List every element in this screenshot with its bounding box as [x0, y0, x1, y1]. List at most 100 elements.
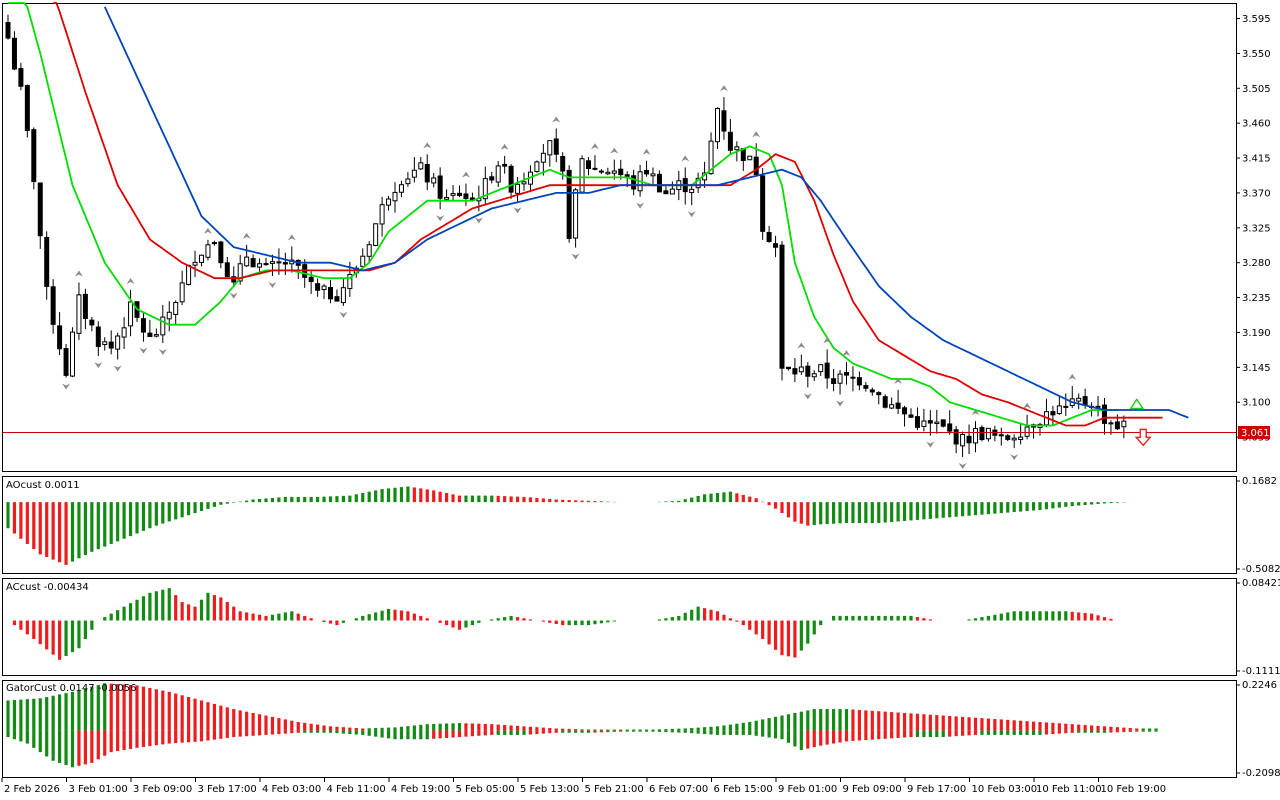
candle-body-down	[727, 131, 733, 151]
candle-body-up	[373, 223, 379, 246]
current-price-tag: 3.061	[1238, 425, 1270, 439]
candle-body-up	[605, 171, 611, 175]
candle-body-down	[437, 175, 443, 199]
candle-body-down	[18, 68, 24, 87]
candle-body-up	[1121, 420, 1127, 428]
candle-body-down	[850, 376, 856, 379]
candle-body-up	[347, 273, 353, 290]
fractal-down-icon	[474, 217, 483, 224]
candle-body-down	[876, 392, 882, 396]
candle-body-up	[611, 170, 617, 174]
candle-body-down	[250, 258, 256, 268]
candle-body-down	[82, 293, 88, 319]
candle-body-down	[24, 85, 30, 131]
candle-body-up	[386, 198, 392, 206]
fractal-down-icon	[436, 215, 445, 222]
candle-body-down	[424, 163, 430, 183]
candle-body-up	[115, 335, 121, 350]
candle-body-up	[798, 366, 804, 373]
candle-body-down	[947, 423, 953, 432]
buy-arrow-icon	[1129, 398, 1145, 410]
fractal-up-icon	[681, 155, 690, 162]
candle-body-up	[76, 294, 82, 334]
candle-body-down	[966, 435, 972, 444]
candle-body-down	[508, 165, 514, 193]
ac-tick-bottom: -0.11113	[1242, 666, 1280, 677]
time-tick-label: 9 Feb 17:00	[907, 784, 966, 795]
candle-body-down	[856, 377, 862, 386]
candle-body-down	[44, 237, 50, 287]
candle-body-up	[818, 364, 824, 373]
candle-body-up	[153, 334, 159, 337]
panel-frame-main	[2, 3, 1237, 472]
candle-body-down	[502, 163, 508, 167]
time-tick-label: 10 Feb 19:00	[1101, 784, 1167, 795]
candle-body-down	[831, 378, 837, 384]
candle-body-up	[1024, 426, 1030, 437]
fractal-down-icon	[571, 253, 580, 260]
price-axis[interactable]: 3.595 3.550 3.505 3.460 3.415 3.370 3.325 3.280…	[1236, 14, 1271, 774]
candle-body-down	[463, 193, 469, 200]
candle-body-down	[882, 396, 888, 408]
time-tick-label: 4 Feb 11:00	[327, 784, 386, 795]
candle-body-up	[734, 146, 740, 151]
candle-body-up	[695, 177, 701, 189]
candle-body-up	[534, 161, 540, 173]
time-tick-label: 5 Feb 05:00	[456, 784, 515, 795]
candle-body-up	[811, 373, 817, 378]
gator-histogram	[6, 683, 1158, 768]
candle-body-up	[708, 140, 714, 175]
candle-body-down	[953, 429, 959, 445]
candle-body-down	[792, 368, 798, 375]
price-tick-label: 3.505	[1242, 84, 1271, 95]
candle-body-down	[37, 182, 43, 237]
candle-body-down	[656, 173, 662, 193]
time-tick-label: 6 Feb 15:00	[714, 784, 773, 795]
candle-body-down	[553, 138, 559, 155]
candle-body-down	[598, 170, 604, 173]
current-price-label: 3.061	[1241, 428, 1270, 439]
candle-body-up	[405, 178, 411, 185]
sell-arrow-icon	[1134, 428, 1152, 447]
candle-body-down	[1114, 421, 1120, 430]
candle-body-up	[160, 316, 166, 336]
time-tick-label: 9 Feb 01:00	[778, 784, 837, 795]
time-tick-label: 5 Feb 13:00	[520, 784, 579, 795]
fractal-up-icon	[1023, 402, 1032, 409]
candle-body-up	[1108, 422, 1114, 425]
time-tick-label: 4 Feb 19:00	[391, 784, 450, 795]
candle-body-down	[315, 283, 321, 291]
time-tick-label: 6 Feb 07:00	[649, 784, 708, 795]
candle-body-down	[902, 407, 908, 415]
price-tick-label: 3.280	[1242, 258, 1271, 269]
gator-tick-bottom: -0.2098	[1242, 768, 1280, 779]
candle-body-up	[199, 254, 204, 263]
candle-body-up	[889, 404, 895, 409]
candlestick-series	[5, 14, 1127, 458]
candle-body-up	[1063, 405, 1069, 408]
candle-body-up	[1011, 437, 1017, 441]
candle-body-down	[89, 319, 95, 326]
candle-body-up	[360, 255, 366, 267]
price-tick-label: 3.415	[1242, 154, 1271, 165]
time-axis[interactable]: 2 Feb 2026 3 Feb 01:00 3 Feb 09:00 3 Feb 17…	[1, 778, 1167, 795]
fractal-down-icon	[158, 349, 167, 356]
fractal-down-icon	[926, 441, 935, 448]
candle-body-up	[1076, 397, 1082, 402]
fractal-up-icon	[461, 171, 470, 178]
candle-body-down	[1082, 396, 1088, 406]
candle-body-down	[276, 261, 282, 264]
fractal-up-icon	[610, 147, 619, 154]
fractal-up-icon	[894, 377, 903, 384]
candle-body-down	[308, 276, 314, 283]
candle-body-down	[760, 175, 766, 232]
fractal-up-icon	[719, 85, 728, 92]
candle-body-down	[328, 286, 333, 300]
fractal-down-icon	[339, 311, 348, 318]
ac-tick-top: 0.08421	[1242, 578, 1280, 589]
candle-body-down	[489, 176, 495, 181]
candle-body-down	[979, 426, 985, 441]
fractal-up-icon	[1068, 373, 1077, 380]
candle-body-down	[766, 231, 772, 242]
